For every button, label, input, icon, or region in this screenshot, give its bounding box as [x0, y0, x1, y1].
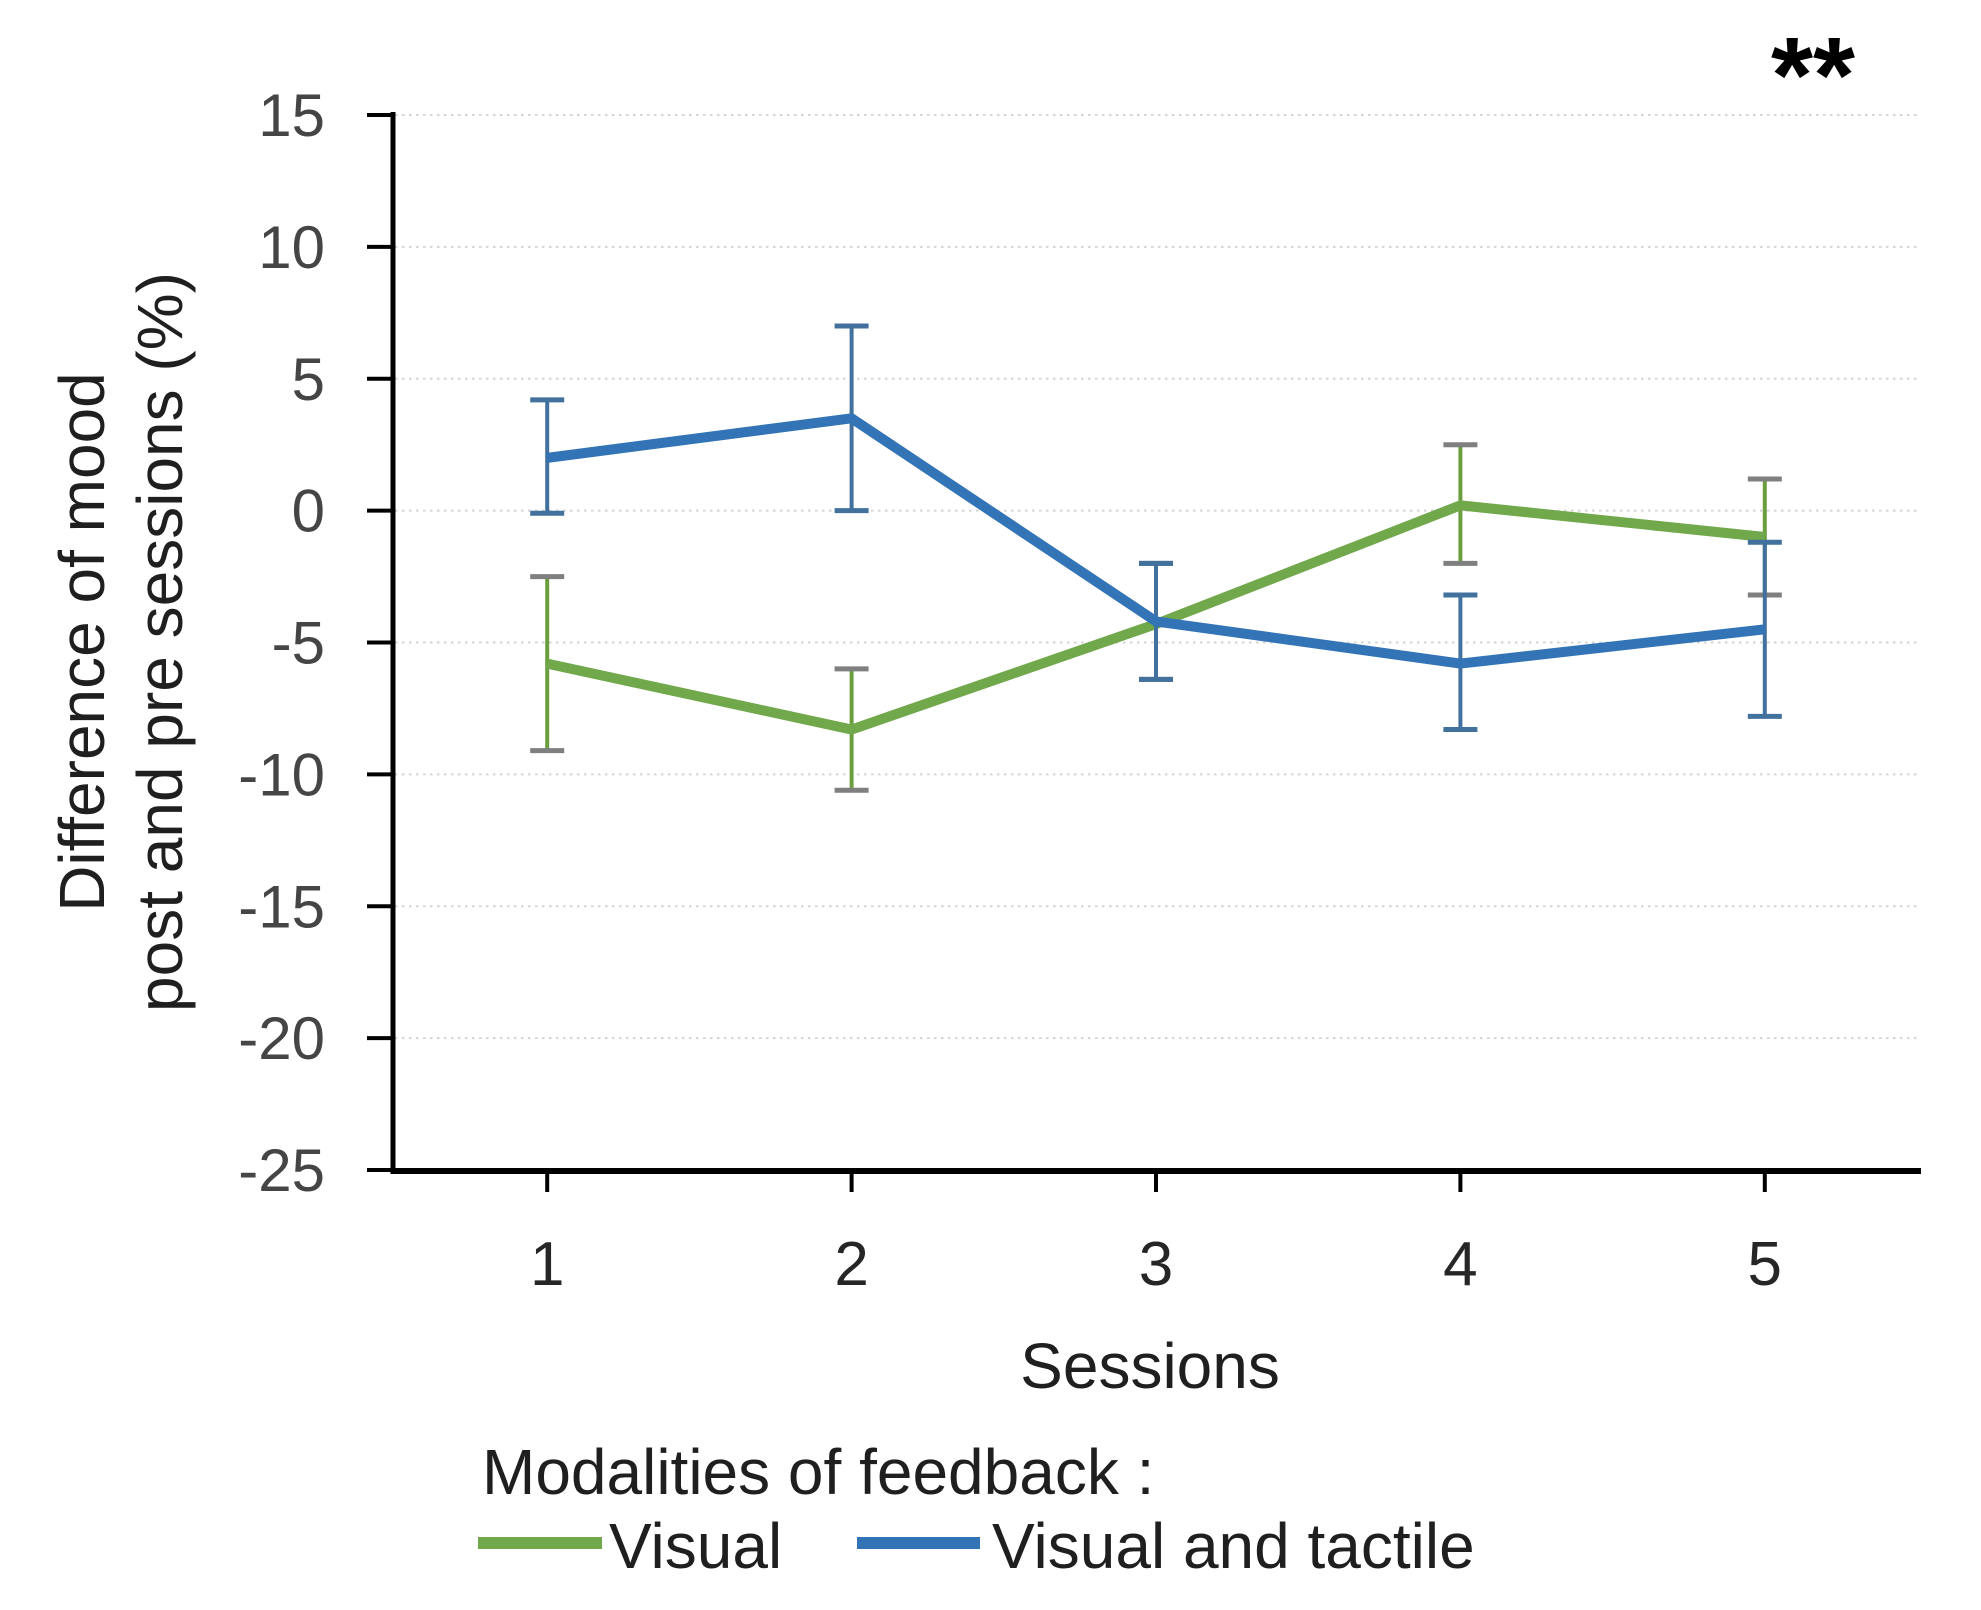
y-tick-label: 10 [258, 214, 325, 281]
x-tick-label: 1 [530, 1230, 564, 1299]
series-visual-and-tactile [530, 323, 1782, 733]
y-axis-title-line-2: post and pre sessions (%) [124, 272, 196, 1012]
y-tick-label: 5 [292, 346, 325, 413]
plot-area: 15 10 5 0 -5 -10 -15 -20 -25 1 2 3 4 5 [238, 82, 1921, 1299]
y-tick-label: -15 [238, 873, 325, 940]
y-axis: 15 10 5 0 -5 -10 -15 -20 -25 [238, 82, 395, 1204]
x-axis: 1 2 3 4 5 [530, 1171, 1782, 1299]
y-tick-label: 15 [258, 82, 325, 149]
y-tick-label: -25 [238, 1137, 325, 1204]
legend-label-visual: Visual [609, 1510, 782, 1582]
x-axis-title: Sessions [1020, 1330, 1280, 1402]
y-tick-label: -10 [238, 741, 325, 808]
x-tick-label: 5 [1748, 1230, 1782, 1299]
y-axis-title-line-1: Difference of mood [46, 372, 118, 912]
legend-title: Modalities of feedback : [482, 1436, 1154, 1508]
x-tick-label: 2 [834, 1230, 868, 1299]
y-tick-label: 0 [292, 478, 325, 545]
x-tick-label: 4 [1443, 1230, 1477, 1299]
legend-label-visual-and-tactile: Visual and tactile [992, 1510, 1475, 1582]
y-tick-label: -20 [238, 1005, 325, 1072]
y-tick-label: -5 [272, 610, 325, 677]
series-line-visual-and-tactile [546, 413, 1766, 669]
significance-marker: ** [1771, 14, 1855, 135]
x-tick-label: 3 [1139, 1230, 1173, 1299]
